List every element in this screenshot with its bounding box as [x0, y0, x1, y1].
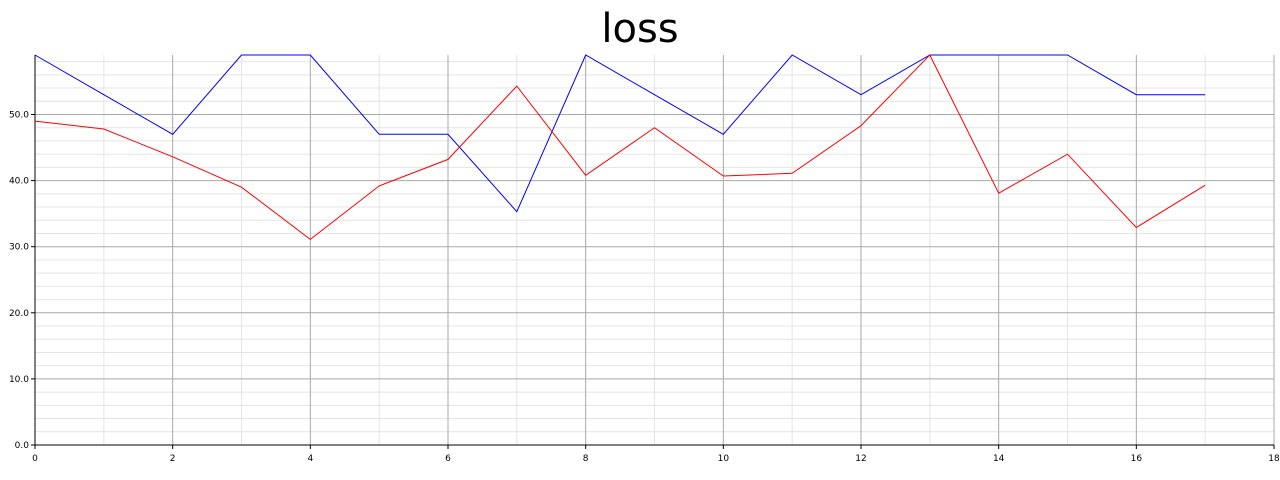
x-tick-label: 16	[1131, 454, 1143, 464]
x-tick-label: 6	[445, 454, 451, 464]
y-tick-label: 20.0	[9, 309, 29, 319]
y-tick-labels: 0.0 10.0 20.0 30.0 40.0 50.0	[9, 110, 35, 451]
chart-title: loss	[601, 6, 678, 52]
major-grid	[35, 55, 1275, 445]
x-tick-label: 2	[170, 454, 176, 464]
axes	[34, 55, 1274, 446]
x-tick-label: 4	[307, 454, 313, 464]
series-line-1	[34, 54, 1206, 213]
x-tick-label: 14	[993, 454, 1005, 464]
y-tick-label: 0.0	[15, 441, 30, 451]
minor-grid	[35, 55, 1274, 445]
x-tick-label: 0	[32, 454, 38, 464]
y-tick-label: 30.0	[9, 243, 29, 253]
series-lines	[34, 54, 1206, 241]
x-tick-label: 8	[583, 454, 589, 464]
y-tick-label: 40.0	[9, 177, 29, 187]
x-tick-label: 18	[1268, 454, 1280, 464]
y-tick-label: 50.0	[9, 110, 29, 120]
x-tick-label: 12	[855, 454, 866, 464]
y-tick-label: 10.0	[9, 375, 29, 385]
x-tick-labels: 0 2 4 6 8 10 12 14 16 18	[32, 445, 1280, 464]
series-line-2	[34, 54, 1206, 241]
x-tick-label: 10	[718, 454, 730, 464]
